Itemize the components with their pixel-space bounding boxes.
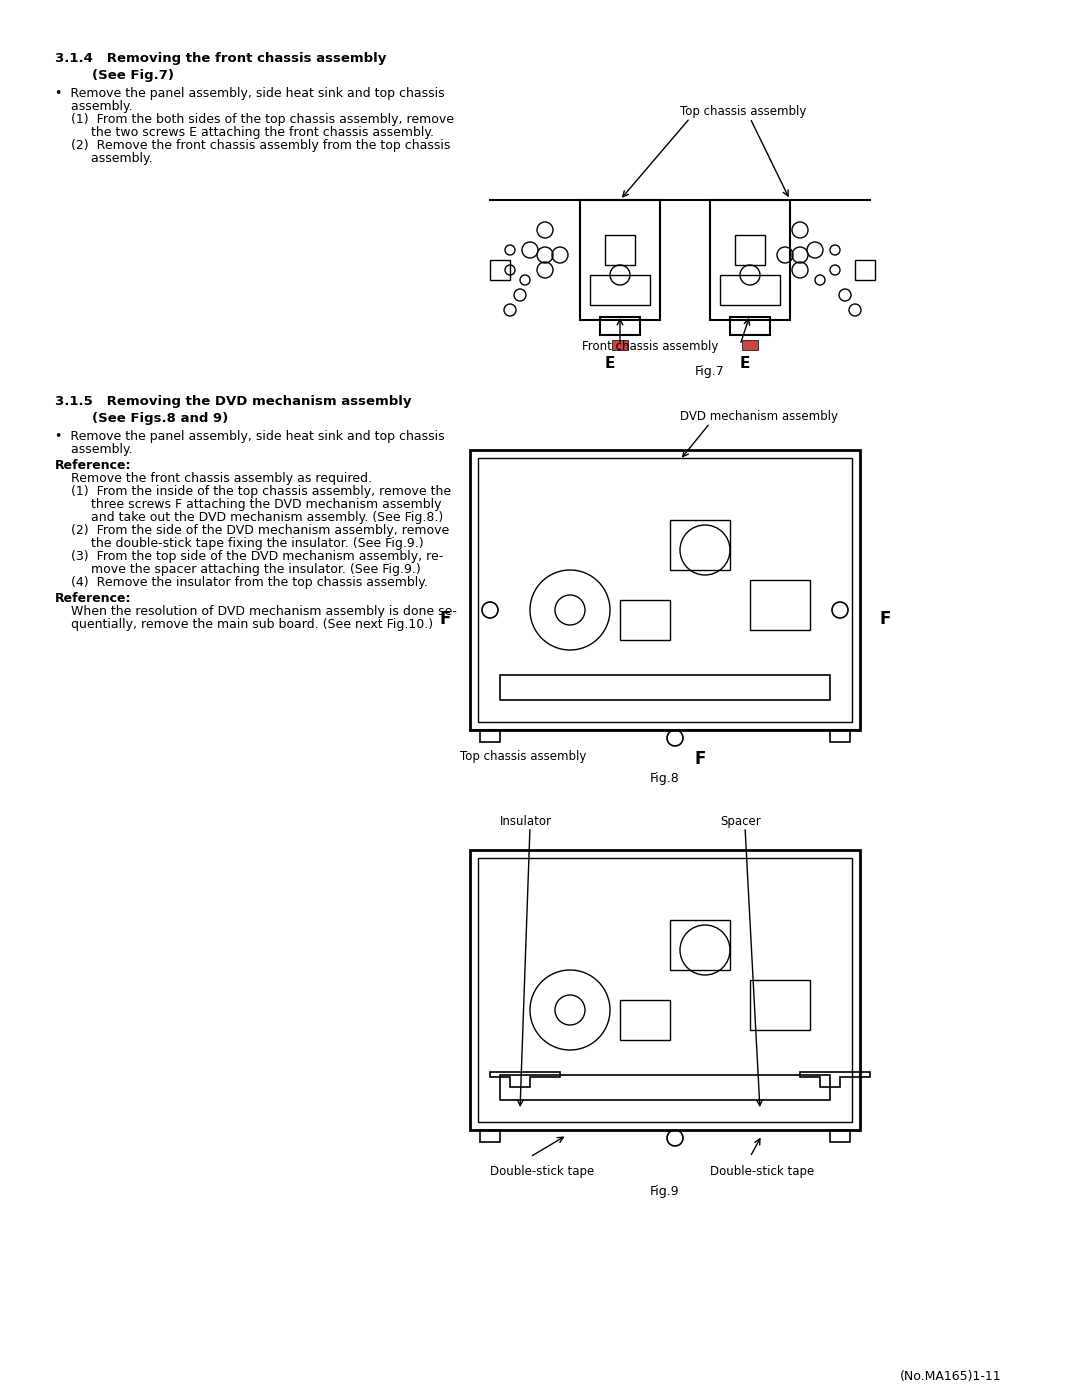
- Bar: [742, 339, 758, 351]
- Text: (1)  From the both sides of the top chassis assembly, remove: (1) From the both sides of the top chass…: [55, 113, 454, 126]
- Text: the double-stick tape fixing the insulator. (See Fig.9.): the double-stick tape fixing the insulat…: [55, 536, 423, 550]
- Text: When the resolution of DVD mechanism assembly is done se-: When the resolution of DVD mechanism ass…: [55, 605, 457, 617]
- Text: Fig.7: Fig.7: [696, 365, 725, 379]
- Text: F: F: [879, 610, 891, 629]
- Text: and take out the DVD mechanism assembly. (See Fig.8.): and take out the DVD mechanism assembly.…: [55, 511, 443, 524]
- Text: Top chassis assembly: Top chassis assembly: [680, 105, 807, 117]
- Text: move the spacer attaching the insulator. (See Fig.9.): move the spacer attaching the insulator.…: [55, 563, 421, 576]
- Bar: [500, 675, 831, 700]
- Bar: [620, 1000, 670, 1039]
- Text: assembly.: assembly.: [55, 443, 133, 455]
- Bar: [620, 599, 670, 640]
- Text: DVD mechanism assembly: DVD mechanism assembly: [680, 409, 838, 423]
- Text: (No.MA165)1-11: (No.MA165)1-11: [900, 1370, 1001, 1383]
- Text: three screws F attaching the DVD mechanism assembly: three screws F attaching the DVD mechani…: [55, 497, 442, 511]
- Text: E: E: [605, 356, 616, 372]
- Bar: [750, 580, 810, 630]
- Text: 3.1.4   Removing the front chassis assembly: 3.1.4 Removing the front chassis assembl…: [55, 52, 387, 66]
- Bar: [478, 458, 852, 722]
- Text: Fig.8: Fig.8: [650, 773, 680, 785]
- Text: •  Remove the panel assembly, side heat sink and top chassis: • Remove the panel assembly, side heat s…: [55, 430, 445, 443]
- Bar: [470, 849, 860, 1130]
- Text: Spacer: Spacer: [720, 814, 760, 828]
- Bar: [490, 260, 510, 279]
- Text: quentially, remove the main sub board. (See next Fig.10.): quentially, remove the main sub board. (…: [55, 617, 433, 631]
- Text: Double-stick tape: Double-stick tape: [710, 1165, 814, 1178]
- Bar: [670, 520, 730, 570]
- Bar: [710, 200, 789, 320]
- Bar: [480, 1130, 500, 1141]
- Text: (4)  Remove the insulator from the top chassis assembly.: (4) Remove the insulator from the top ch…: [55, 576, 428, 590]
- Text: assembly.: assembly.: [55, 101, 133, 113]
- Bar: [831, 1130, 850, 1141]
- Bar: [580, 200, 660, 320]
- Bar: [600, 317, 640, 335]
- Bar: [730, 317, 770, 335]
- Text: Insulator: Insulator: [500, 814, 552, 828]
- Bar: [470, 450, 860, 731]
- Text: Front chassis assembly: Front chassis assembly: [582, 339, 718, 353]
- Text: (See Figs.8 and 9): (See Figs.8 and 9): [55, 412, 228, 425]
- Bar: [590, 275, 650, 305]
- Bar: [735, 235, 765, 265]
- Bar: [670, 921, 730, 970]
- Bar: [855, 260, 875, 279]
- Text: •  Remove the panel assembly, side heat sink and top chassis: • Remove the panel assembly, side heat s…: [55, 87, 445, 101]
- Text: assembly.: assembly.: [55, 152, 152, 165]
- Bar: [720, 275, 780, 305]
- Text: Reference:: Reference:: [55, 460, 132, 472]
- Bar: [478, 858, 852, 1122]
- Bar: [612, 339, 627, 351]
- Text: (1)  From the inside of the top chassis assembly, remove the: (1) From the inside of the top chassis a…: [55, 485, 451, 497]
- Text: E: E: [740, 356, 751, 372]
- Text: Fig.9: Fig.9: [650, 1185, 679, 1199]
- Bar: [605, 235, 635, 265]
- Text: Double-stick tape: Double-stick tape: [490, 1165, 594, 1178]
- Text: (See Fig.7): (See Fig.7): [55, 68, 174, 82]
- Text: (2)  From the side of the DVD mechanism assembly, remove: (2) From the side of the DVD mechanism a…: [55, 524, 449, 536]
- Text: (2)  Remove the front chassis assembly from the top chassis: (2) Remove the front chassis assembly fr…: [55, 138, 450, 152]
- Text: Top chassis assembly: Top chassis assembly: [460, 750, 586, 763]
- Bar: [750, 981, 810, 1030]
- Text: Remove the front chassis assembly as required.: Remove the front chassis assembly as req…: [55, 472, 372, 485]
- Text: 3.1.5   Removing the DVD mechanism assembly: 3.1.5 Removing the DVD mechanism assembl…: [55, 395, 411, 408]
- Text: (3)  From the top side of the DVD mechanism assembly, re-: (3) From the top side of the DVD mechani…: [55, 550, 443, 563]
- Bar: [831, 731, 850, 742]
- Text: the two screws E attaching the front chassis assembly.: the two screws E attaching the front cha…: [55, 126, 434, 138]
- Bar: [480, 731, 500, 742]
- Text: F: F: [696, 750, 706, 768]
- Bar: [500, 1076, 831, 1099]
- Text: F: F: [440, 610, 450, 629]
- Text: Reference:: Reference:: [55, 592, 132, 605]
